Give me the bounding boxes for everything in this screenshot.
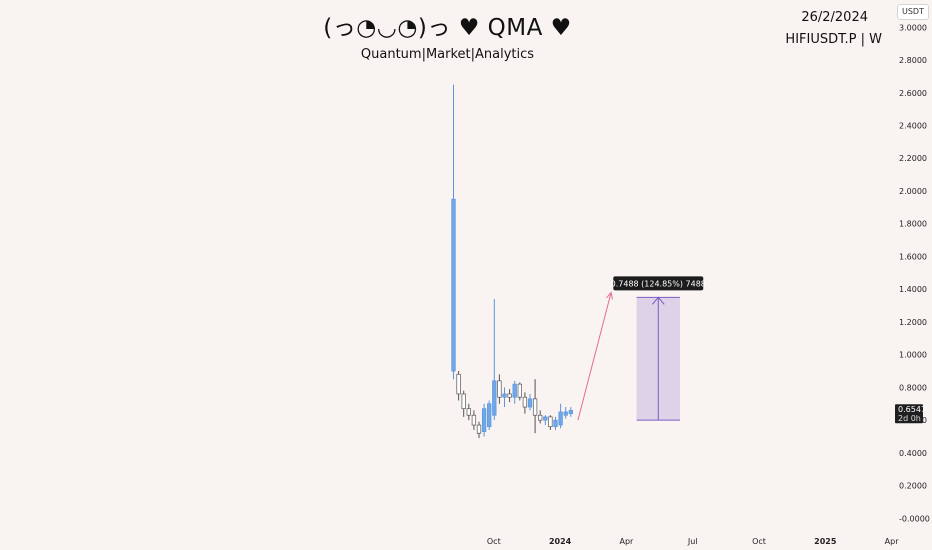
candle-body xyxy=(512,383,517,398)
y-tick-label: 2.4000 xyxy=(899,121,927,130)
date-label: 26/2/2024 xyxy=(801,10,868,25)
candle-body xyxy=(481,408,487,432)
time-axis[interactable]: Oct 2024 Apr Jul Oct 2025 Apr xyxy=(487,537,899,546)
price-axis[interactable]: 3.0000 2.8000 2.6000 2.4000 2.2000 2.0000 1.80… xyxy=(895,23,930,523)
candle-body xyxy=(502,393,507,398)
candle-body xyxy=(476,424,482,434)
candle-body xyxy=(507,393,512,398)
y-tick-label: 2.8000 xyxy=(899,56,927,65)
projection-arrow-head xyxy=(606,291,613,300)
measure-label-bg xyxy=(613,276,704,291)
candle-body xyxy=(487,403,492,428)
candle-body xyxy=(522,396,528,408)
y-tick-label: 3.0000 xyxy=(899,23,927,32)
candle-body xyxy=(568,409,573,414)
current-price-label: 0.6547 xyxy=(898,405,926,414)
candle-body xyxy=(543,416,548,421)
chart-subtitle: Quantum|Market|Analytics xyxy=(360,47,535,62)
candle-body xyxy=(563,411,568,416)
x-tick-label: Oct xyxy=(487,537,501,546)
candle-body xyxy=(471,414,477,426)
candle-body xyxy=(451,198,456,372)
measure-label: 0.7488 (124.85%) 7488 xyxy=(611,279,706,288)
x-tick-label: 2024 xyxy=(549,537,572,546)
candle-body xyxy=(466,408,471,416)
candle-body xyxy=(548,416,553,428)
candle-body xyxy=(517,383,522,398)
candle-body xyxy=(527,398,533,408)
ticker-label: HIFIUSDT.P | W xyxy=(785,32,882,47)
y-tick-label: 0.2000 xyxy=(899,482,927,491)
y-tick-label: 1.4000 xyxy=(899,285,927,294)
candle-body xyxy=(456,373,461,395)
y-tick-label: 2.2000 xyxy=(899,154,927,163)
currency-button[interactable]: USDT xyxy=(897,4,929,20)
x-tick-label: Apr xyxy=(619,537,634,546)
candle-body xyxy=(461,393,466,410)
y-tick-label: -0.0000 xyxy=(899,514,930,523)
candle-body xyxy=(497,380,502,398)
candle-body xyxy=(558,411,563,426)
chart-layer-candles xyxy=(451,84,573,439)
y-tick-label: 0.8000 xyxy=(899,383,927,392)
x-tick-label: Oct xyxy=(752,537,766,546)
y-tick-label: 2.6000 xyxy=(899,89,927,98)
x-tick-label: Apr xyxy=(885,537,900,546)
candle-body xyxy=(538,414,543,421)
measure-arrow-head xyxy=(651,296,665,305)
chart-title: (っ◔◡◔)っ ♥ QMA ♥ xyxy=(323,15,572,41)
y-tick-label: 1.0000 xyxy=(899,351,927,360)
y-tick-label: 1.8000 xyxy=(899,220,927,229)
candle-body xyxy=(492,380,497,416)
x-tick-label: 2025 xyxy=(814,537,837,546)
candle-body xyxy=(532,398,538,416)
y-tick-label: 1.6000 xyxy=(899,252,927,261)
countdown-label: 2d 0h xyxy=(898,414,921,423)
chart-layer-drawings: 0.7488 (124.85%) 7488 xyxy=(577,276,706,421)
projection-arrow xyxy=(577,292,612,421)
y-tick-label: 1.2000 xyxy=(899,318,927,327)
current-price-tag xyxy=(895,404,923,424)
y-tick-label: 2.0000 xyxy=(899,187,927,196)
x-tick-label: Jul xyxy=(687,537,698,546)
y-tick-label: 0.4000 xyxy=(899,449,927,458)
candle-body xyxy=(553,419,558,428)
